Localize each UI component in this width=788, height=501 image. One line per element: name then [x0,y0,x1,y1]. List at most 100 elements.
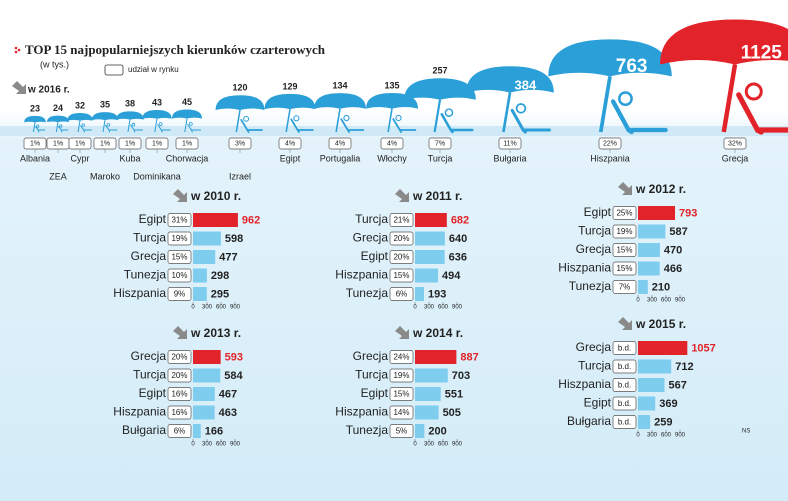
share-label: b.d. [618,381,631,390]
x-tick-label: 300 [202,305,213,311]
category-label: Turcja [355,368,388,382]
arrow-icon [12,81,26,94]
share-label: 25% [616,209,632,218]
umbrella-canopy [314,93,366,109]
value-label: 298 [211,270,229,282]
value-label: 384 [514,77,536,92]
category-label: Egipt [139,386,167,400]
category-label: Egipt [584,396,612,410]
person-head [36,124,40,128]
share-label: 6% [396,290,408,299]
x-tick-label: 600 [216,305,227,311]
value-label: 24 [53,103,63,113]
value-label: 259 [654,416,672,428]
person-head [158,122,163,126]
arrow-icon [173,326,187,339]
legend-swatch [104,64,124,76]
bar [638,396,656,411]
lounger [187,124,202,133]
value-label: 129 [282,81,297,91]
umbrella-pole [598,76,612,133]
share-box [167,231,192,246]
value-label: 477 [219,251,237,263]
lounger [80,125,92,133]
share-box [612,224,637,239]
value-label: 369 [659,398,677,410]
x-tick-label: 900 [230,305,241,311]
umbrella-canopy [116,111,144,120]
category-label: Egipt [584,205,612,219]
umbrella-pole [335,108,341,133]
share-label: 6% [174,427,186,436]
share-label: 14% [393,408,409,417]
share-label: b.d. [618,399,631,408]
value-label: 505 [443,407,461,419]
x-tick-label: 900 [675,298,686,304]
bar [638,415,651,429]
share-label: 19% [393,371,409,380]
person-head [81,123,85,127]
share-label: 1% [30,140,40,147]
umbrella-canopy [172,109,202,119]
share-box [612,341,637,355]
share-label: 15% [171,253,187,262]
umbrella-canopy [47,115,69,123]
category-label: Egipt [361,249,389,263]
share-label: 9% [174,290,186,299]
value-label: 295 [211,288,229,300]
share-box [167,350,192,364]
value-label: 640 [449,233,467,245]
lounger [290,118,314,133]
category-label: Turcja [428,153,453,163]
category-label: Tunezja [346,423,389,437]
bar [638,261,660,276]
share-box [389,387,414,401]
value-label: 793 [679,207,697,219]
umbrella-canopy [548,39,672,77]
share-label: 31% [171,216,187,225]
share-box [167,268,192,283]
x-tick-label: 900 [230,442,241,448]
umbrella-pole [55,122,59,133]
bar [193,350,221,364]
lounger [340,118,365,133]
person-head [343,114,350,122]
umbrella [264,93,316,133]
share-box [167,287,192,301]
category-label: Włochy [377,153,407,163]
share-label: 11% [503,140,517,147]
umbrella [314,93,366,133]
share-box [612,378,637,392]
share-label: 15% [616,264,632,273]
share-label: 4% [387,140,397,147]
category-label: Grecja [131,249,167,263]
category-label: Maroko [90,171,120,181]
share-label: 20% [171,371,187,380]
value-label: 593 [225,351,243,363]
bar [638,280,648,294]
value-label: 636 [449,251,467,263]
share-label: 1% [152,140,162,147]
x-tick-label: 600 [438,442,449,448]
share-label: 1% [182,140,192,147]
bar [193,424,201,438]
bar [415,268,439,283]
arrow-icon [395,326,409,339]
x-tick-label: 900 [452,305,463,311]
umbrella [67,113,93,133]
ground [0,126,788,136]
umbrella [215,95,265,133]
x-tick-label: 600 [661,433,672,439]
share-box [389,213,414,227]
bar [193,387,215,401]
category-label: Dominikana [133,171,181,181]
lounger [35,126,46,133]
share-box [167,424,192,438]
bar [193,368,221,383]
umbrella [116,111,144,133]
share-box [612,415,637,429]
lounger [105,124,118,133]
value-label: 712 [675,361,693,373]
share-box [389,231,414,246]
